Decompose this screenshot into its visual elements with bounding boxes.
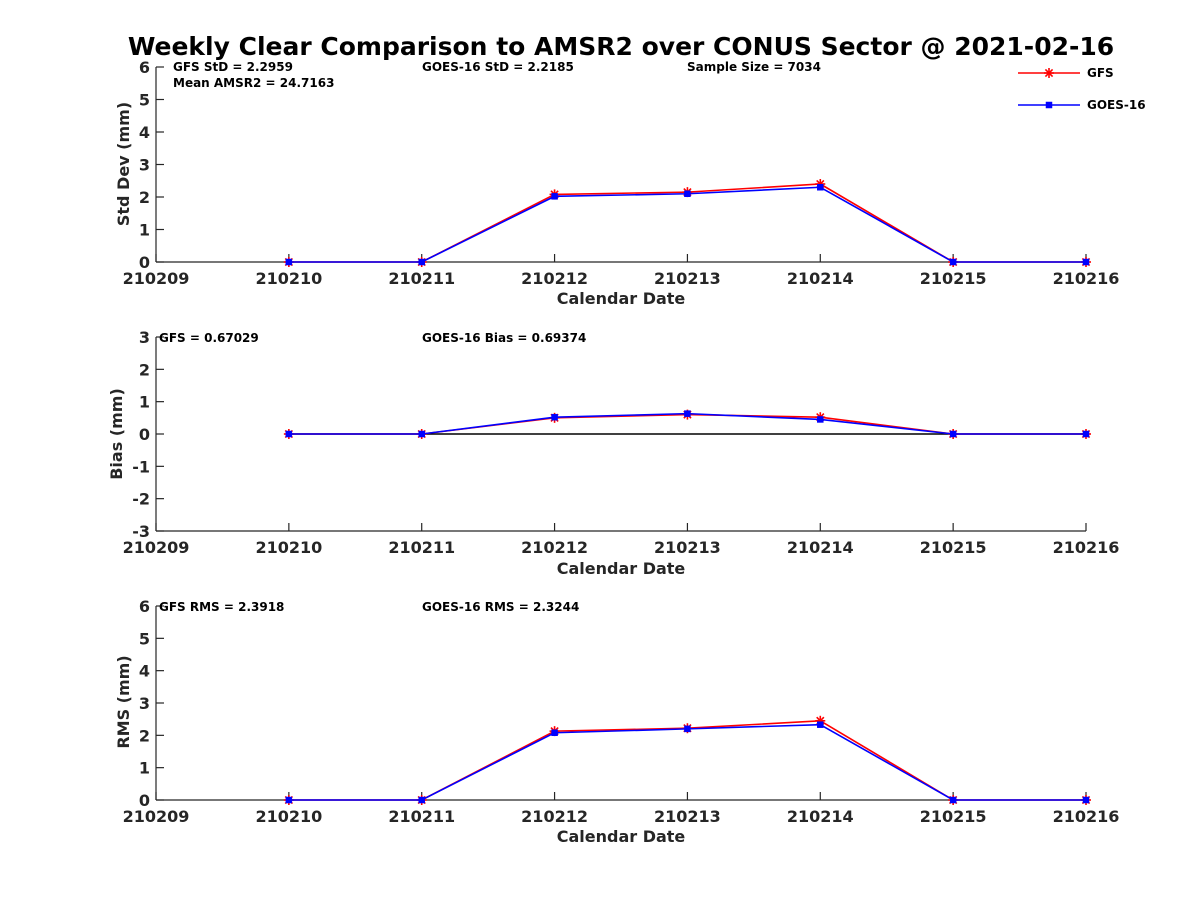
data-point-goes16 (285, 258, 293, 266)
x-tick-label: 210216 (1053, 269, 1120, 288)
annotation-gfs-rms: GFS RMS = 2.3918 (159, 600, 284, 614)
data-point-goes16 (817, 184, 824, 191)
y-tick-label: 0 (139, 253, 150, 272)
data-point-goes16 (285, 796, 293, 804)
x-axis-label: Calendar Date (557, 827, 686, 846)
data-point-goes16 (684, 190, 691, 197)
data-point-goes16 (1082, 430, 1090, 438)
x-tick-label: 210210 (255, 269, 322, 288)
y-tick-label: 1 (139, 393, 150, 412)
series-line-goes16 (288, 723, 1086, 801)
x-tick-label: 210213 (654, 807, 721, 826)
y-tick-label: 2 (139, 188, 150, 207)
x-tick-label: 210215 (920, 269, 987, 288)
data-point-goes16 (551, 413, 558, 421)
annotation-goes16-std: GOES-16 StD = 2.2185 (422, 60, 574, 74)
y-tick-label: 4 (139, 123, 150, 142)
data-point-goes16 (817, 721, 824, 728)
x-axis-label: Calendar Date (557, 559, 686, 578)
x-tick-label: 210209 (123, 269, 190, 288)
x-tick-label: 210210 (255, 807, 322, 826)
y-tick-label: 0 (139, 791, 150, 810)
data-point-goes16 (418, 430, 425, 438)
annotation-gfs-bias: GFS = 0.67029 (159, 331, 259, 345)
y-tick-label: 2 (139, 360, 150, 379)
panel-rms: 210209 210210 210211 210212 210213 210214 2102… (114, 597, 1119, 846)
legend-label-gfs: GFS (1087, 66, 1114, 80)
x-tick-label: 210209 (123, 538, 190, 557)
legend-marker-goes16 (1045, 101, 1053, 109)
y-tick-label: -3 (132, 522, 150, 541)
y-tick-label: 6 (139, 58, 150, 77)
x-tick-label: 210210 (255, 538, 322, 557)
data-point-goes16 (817, 416, 824, 423)
y-tick-label: 4 (139, 662, 150, 681)
x-tick-label: 210213 (654, 538, 721, 557)
data-point-goes16 (949, 796, 957, 804)
y-tick-label: 3 (139, 328, 150, 347)
y-axis-label: RMS (mm) (114, 655, 133, 748)
x-tick-label: 210216 (1053, 538, 1120, 557)
x-tick-label: 210214 (787, 807, 854, 826)
data-point-goes16 (418, 796, 425, 804)
x-tick-label: 210211 (388, 269, 455, 288)
data-point-goes16 (551, 193, 558, 200)
x-tick-label: 210216 (1053, 807, 1120, 826)
y-tick-label: 0 (139, 425, 150, 444)
x-tick-label: 210215 (920, 538, 987, 557)
x-tick-label: 210211 (388, 807, 455, 826)
legend-label-goes16: GOES-16 (1087, 98, 1146, 112)
x-tick-label: 210212 (521, 538, 588, 557)
data-point-goes16 (684, 410, 691, 417)
x-tick-label: 210213 (654, 269, 721, 288)
data-point-goes16 (285, 430, 293, 438)
y-tick-label: 1 (139, 221, 150, 240)
data-point-goes16 (949, 430, 957, 438)
y-tick-label: 3 (139, 156, 150, 175)
chart-title: Weekly Clear Comparison to AMSR2 over CO… (128, 32, 1114, 61)
x-tick-label: 210212 (521, 807, 588, 826)
data-point-goes16 (949, 258, 957, 266)
y-tick-label: 5 (139, 629, 150, 648)
x-tick-label: 210215 (920, 807, 987, 826)
panel-std-dev: 210209 210210 210211 210212 210213 210214 2102… (114, 58, 1119, 308)
y-tick-label: -1 (132, 457, 150, 476)
y-axis-label: Std Dev (mm) (114, 102, 133, 226)
data-point-goes16 (1082, 258, 1090, 266)
data-point-goes16 (684, 725, 691, 733)
x-tick-label: 210209 (123, 807, 190, 826)
y-tick-label: 5 (139, 91, 150, 110)
legend-marker-gfs (1044, 68, 1054, 78)
annotation-goes16-bias: GOES-16 Bias = 0.69374 (422, 331, 586, 345)
x-tick-label: 210212 (521, 269, 588, 288)
legend: GFS GOES-16 (1018, 66, 1146, 112)
panel-bias: 210209 210210 210211 210212 210213 210214 2102… (107, 328, 1119, 578)
x-axis-label: Calendar Date (557, 289, 686, 308)
legend-marker-point (1044, 68, 1054, 78)
series-line-goes16 (288, 186, 1086, 263)
y-tick-label: 2 (139, 726, 150, 745)
data-point-goes16 (551, 729, 558, 736)
x-tick-label: 210214 (787, 269, 854, 288)
y-axis-label: Bias (mm) (107, 388, 126, 480)
y-tick-label: 1 (139, 759, 150, 778)
y-tick-label: -2 (132, 490, 150, 509)
x-tick-label: 210211 (388, 538, 455, 557)
data-point-goes16 (418, 258, 425, 266)
y-tick-label: 3 (139, 694, 150, 713)
annotation-goes16-rms: GOES-16 RMS = 2.3244 (422, 600, 579, 614)
annotation-mean-amsr2: Mean AMSR2 = 24.7163 (173, 76, 334, 90)
legend-marker-point (1045, 101, 1053, 109)
x-tick-label: 210214 (787, 538, 854, 557)
data-point-goes16 (1082, 796, 1090, 804)
annotation-gfs-std: GFS StD = 2.2959 (173, 60, 293, 74)
annotation-sample-size: Sample Size = 7034 (687, 60, 821, 74)
y-tick-label: 6 (139, 597, 150, 616)
